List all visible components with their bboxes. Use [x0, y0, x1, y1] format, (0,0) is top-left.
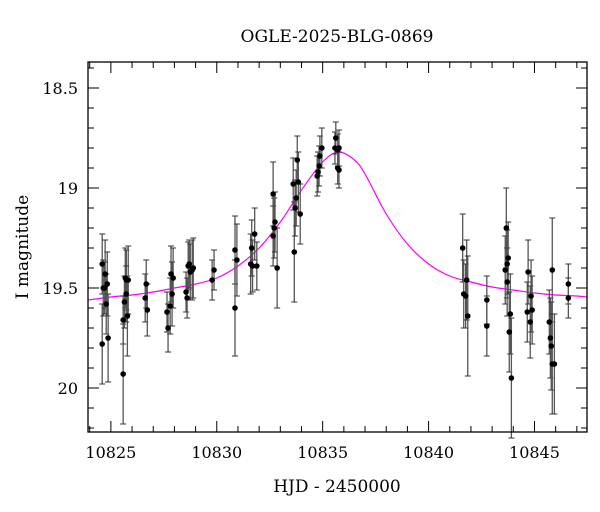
data-point [547, 335, 554, 341]
data-point [103, 301, 110, 307]
data-point [232, 247, 238, 253]
data-point [254, 263, 260, 269]
data-point [124, 313, 131, 319]
data-point [336, 145, 342, 151]
x-axis-label: HJD - 2450000 [273, 477, 401, 497]
data-point [169, 291, 175, 297]
data-point [525, 269, 531, 275]
data-point [105, 335, 111, 341]
y-tick-label: 18.5 [42, 79, 78, 98]
data-point [249, 263, 256, 269]
data-point [503, 225, 510, 231]
data-point [524, 309, 531, 315]
data-point [270, 191, 276, 197]
data-point [234, 257, 240, 263]
data-point [165, 325, 171, 331]
data-point [184, 295, 190, 301]
data-point [546, 319, 553, 325]
y-tick-label: 19 [58, 179, 78, 198]
data-point [293, 195, 299, 201]
data-point [123, 291, 129, 297]
data-point [551, 361, 558, 367]
data-point [270, 233, 276, 239]
y-tick-label: 19.5 [42, 279, 78, 298]
data-point [336, 167, 342, 173]
data-point [316, 163, 322, 169]
data-point [549, 267, 556, 273]
data-point [548, 343, 555, 349]
data-point [292, 205, 298, 211]
data-point [462, 293, 469, 299]
data-point [484, 297, 490, 303]
data-point [99, 261, 105, 267]
x-tick-label: 10830 [191, 443, 242, 462]
data-point [186, 261, 193, 267]
data-point [170, 275, 176, 281]
data-point [274, 265, 280, 271]
data-point [125, 277, 132, 283]
data-point [565, 295, 572, 301]
data-point [143, 281, 150, 287]
data-point [506, 329, 513, 335]
data-point [120, 371, 126, 377]
data-point [209, 277, 215, 283]
data-point [272, 219, 278, 225]
x-tick-label: 10840 [403, 443, 454, 462]
data-point [251, 231, 258, 237]
data-point [504, 279, 510, 285]
model-curve [87, 151, 588, 301]
chart-title: OGLE-2025-BLG-0869 [241, 27, 434, 47]
data-point [319, 145, 325, 151]
data-point [463, 277, 470, 283]
data-point [505, 255, 512, 261]
data-point [484, 323, 490, 329]
data-point [565, 281, 572, 287]
x-tick-label: 10845 [509, 443, 560, 462]
data-point [248, 245, 255, 251]
data-point [459, 245, 466, 251]
data-point [104, 281, 111, 287]
data-point [317, 153, 323, 159]
data-point [507, 311, 514, 317]
data-point [99, 341, 105, 347]
y-tick-label: 20 [58, 379, 78, 398]
data-point [121, 299, 128, 305]
data-point [144, 307, 151, 313]
data-point [190, 265, 197, 271]
data-point [464, 313, 471, 319]
data-point [142, 295, 148, 301]
data-point [183, 289, 189, 295]
data-point [271, 225, 277, 231]
data-point [294, 157, 301, 163]
data-point [508, 375, 515, 381]
data-point [120, 317, 126, 323]
data-point [333, 135, 339, 141]
x-tick-label: 10835 [297, 443, 348, 462]
plot-frame [87, 61, 588, 433]
data-point [211, 267, 217, 273]
data-point [502, 267, 509, 273]
data-point [232, 305, 238, 311]
data-point [164, 309, 170, 315]
data-point [290, 181, 297, 187]
data-point [291, 249, 298, 255]
data-point [528, 293, 534, 299]
data-point [167, 303, 173, 309]
data-point [102, 271, 108, 277]
x-tick-label: 10825 [85, 443, 136, 462]
data-point [297, 211, 304, 217]
y-axis-label: I magnitude [13, 195, 33, 299]
data-point [529, 307, 535, 313]
data-point [315, 169, 321, 175]
data-point [504, 261, 510, 267]
data-point [527, 319, 534, 325]
data-point [101, 285, 108, 291]
data-point [295, 179, 302, 185]
